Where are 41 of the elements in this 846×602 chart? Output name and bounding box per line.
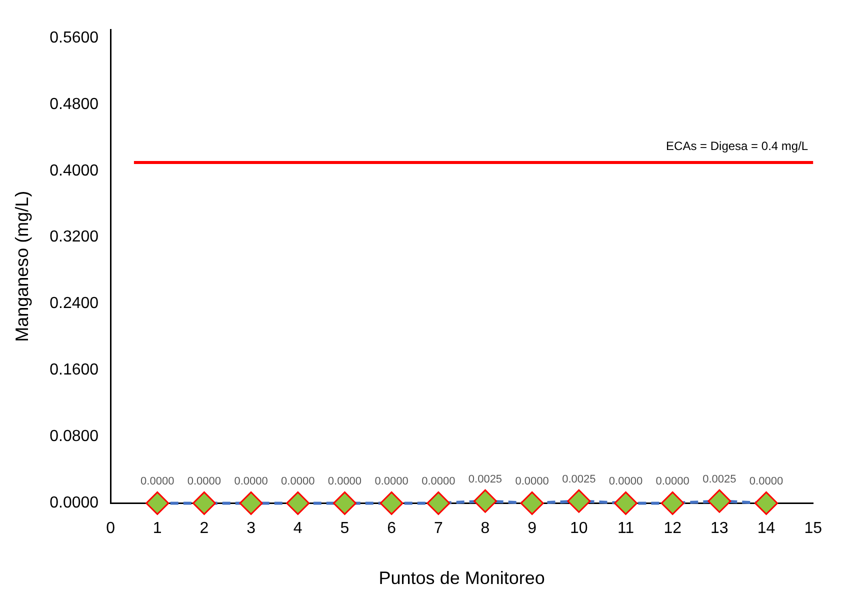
- x-tick-label: 2: [200, 520, 209, 538]
- x-tick-label: 15: [804, 520, 822, 538]
- y-tick-label: 0.2400: [50, 295, 99, 312]
- x-tick-label: 1: [152, 520, 162, 538]
- data-label: 0.0000: [187, 476, 222, 488]
- x-tick-label: 14: [757, 520, 776, 538]
- data-label: 0.0025: [468, 474, 502, 486]
- x-tick-label: 10: [570, 520, 588, 538]
- data-label: 0.0000: [234, 476, 268, 488]
- data-label: 0.0000: [328, 476, 362, 488]
- x-tick-label: 11: [617, 520, 634, 538]
- data-label: 0.0000: [374, 476, 408, 488]
- x-tick-label: 6: [387, 520, 396, 538]
- data-label: 0.0000: [281, 476, 315, 488]
- x-tick-label: 13: [710, 520, 728, 538]
- data-label: 0.0000: [656, 476, 690, 488]
- x-tick-label: 4: [293, 520, 302, 538]
- data-label: 0.0000: [515, 476, 549, 488]
- y-tick-label: 0.1600: [50, 362, 99, 379]
- y-tick-label: 0.3200: [50, 228, 99, 246]
- data-label: 0.0000: [140, 476, 174, 488]
- data-label: 0.0000: [749, 476, 784, 488]
- x-tick-label: 3: [246, 520, 256, 538]
- x-tick-label: 8: [480, 520, 490, 538]
- data-label: 0.0000: [422, 476, 456, 488]
- data-label: 0.0025: [562, 474, 596, 486]
- y-tick-label: 0.0000: [50, 494, 99, 512]
- y-tick-label: 0.4000: [50, 162, 99, 180]
- x-axis-title: Puntos de Monitoreo: [378, 568, 545, 588]
- y-axis-title: Manganeso (mg/L): [12, 190, 32, 342]
- y-tick-label: 0.4800: [50, 96, 99, 113]
- y-tick-label: 0.5600: [50, 29, 99, 46]
- ref-line-label: ECAs = Digesa = 0.4 mg/L: [666, 138, 808, 153]
- x-tick-label: 7: [434, 520, 443, 538]
- x-tick-label: 5: [340, 520, 350, 538]
- data-label: 0.0025: [702, 474, 736, 486]
- data-label: 0.0000: [608, 476, 643, 488]
- y-tick-label: 0.0800: [50, 428, 99, 446]
- x-tick-label: 0: [106, 520, 116, 538]
- x-tick-label: 12: [664, 520, 682, 538]
- x-tick-label: 9: [528, 520, 537, 538]
